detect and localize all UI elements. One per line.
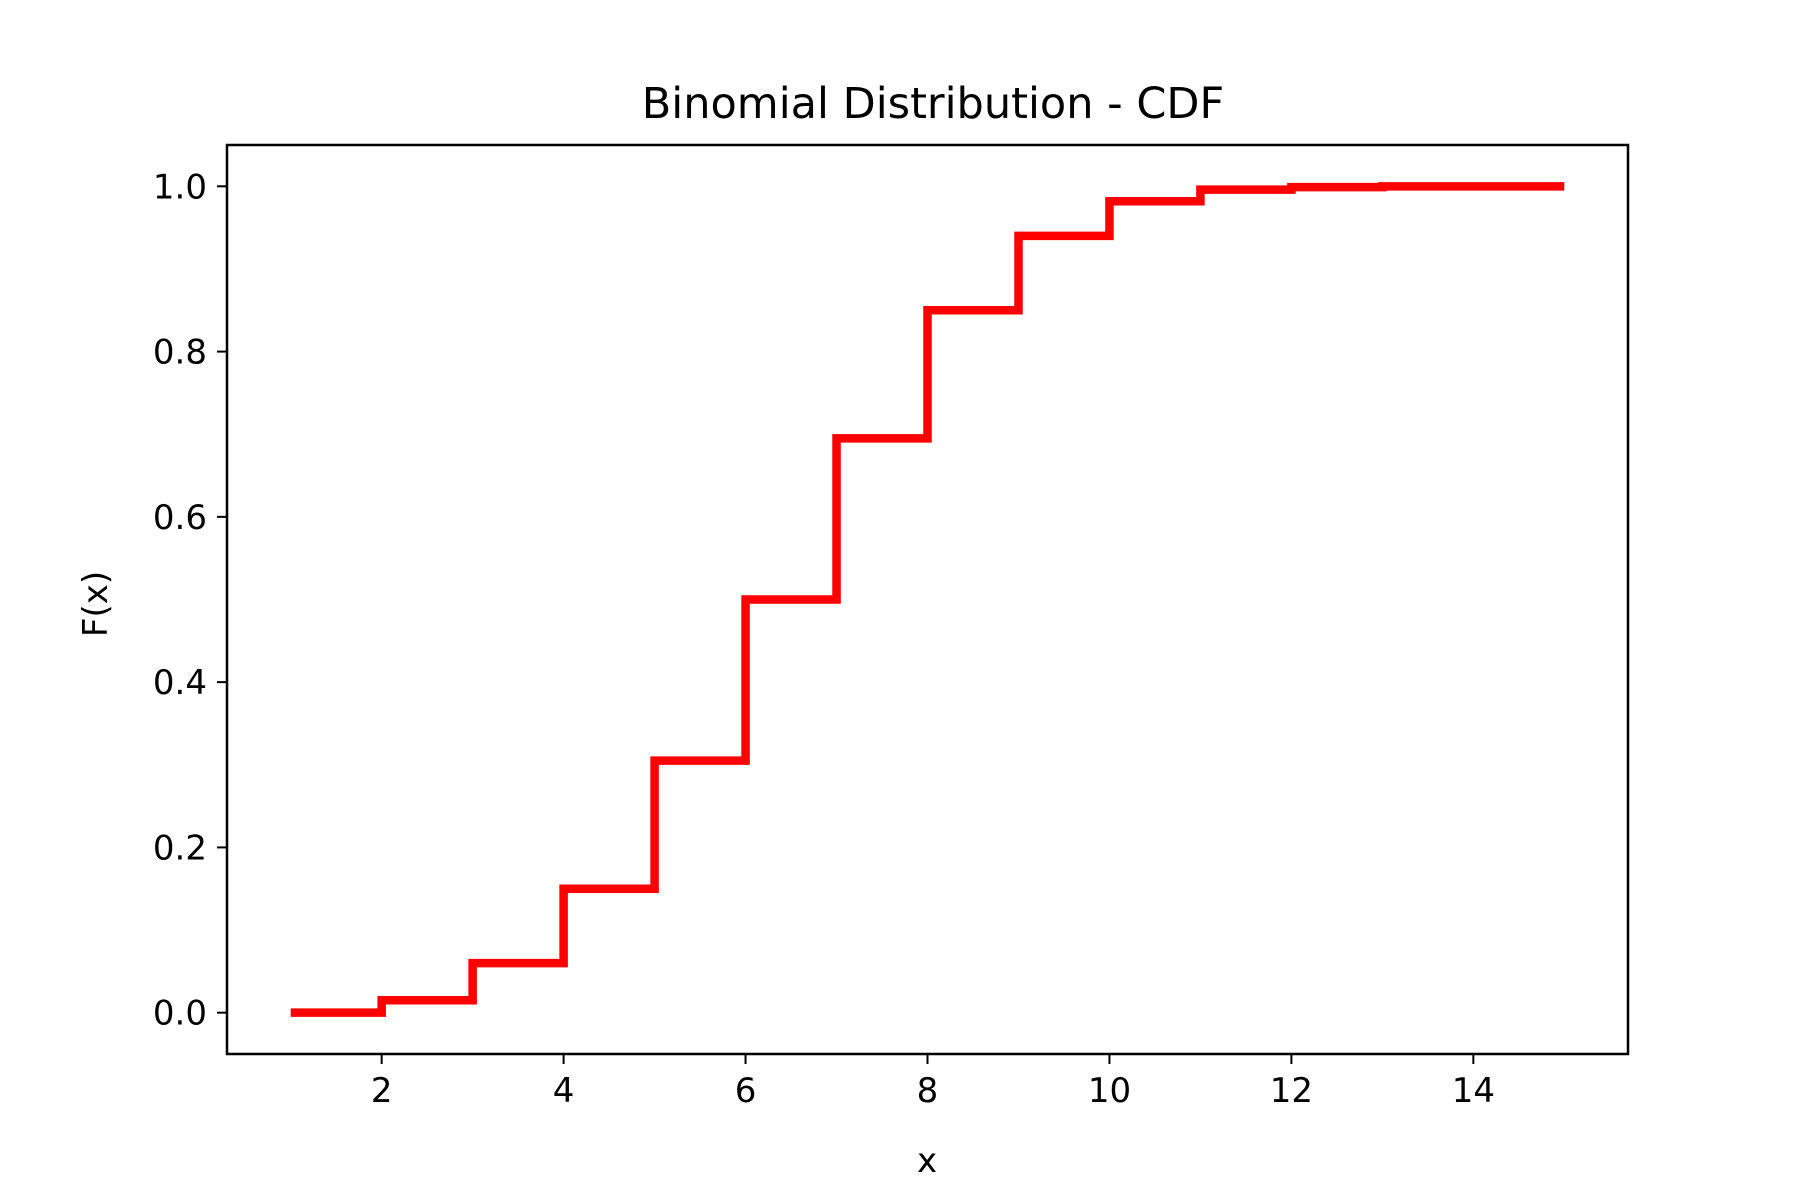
x-tick-label: 2 (371, 1071, 393, 1111)
plot-area (290, 182, 1565, 1017)
y-tick-label: 0.4 (153, 663, 207, 703)
y-tick-label: 0.2 (153, 828, 207, 868)
x-tick-label: 4 (553, 1071, 575, 1111)
x-tick-label: 12 (1270, 1071, 1313, 1111)
x-tick-label: 10 (1088, 1071, 1131, 1111)
chart-title: Binomial Distribution - CDF (642, 79, 1224, 129)
x-tick-label: 6 (735, 1071, 757, 1111)
x-tick-label: 14 (1452, 1071, 1495, 1111)
cdf-step-line (290, 182, 1565, 1017)
y-tick-label: 0.6 (153, 498, 207, 538)
y-tick-label: 1.0 (153, 167, 207, 207)
y-axis: 0.0 0.2 0.4 0.6 0.8 1.0 (153, 167, 227, 1034)
x-axis: 2 4 6 8 10 12 14 (371, 1054, 1495, 1111)
y-tick-label: 0.8 (153, 333, 207, 373)
x-axis-label: x (917, 1141, 937, 1181)
y-tick-label: 0.0 (153, 994, 207, 1034)
y-axis-label: F(x) (76, 571, 116, 637)
x-tick-label: 8 (917, 1071, 939, 1111)
